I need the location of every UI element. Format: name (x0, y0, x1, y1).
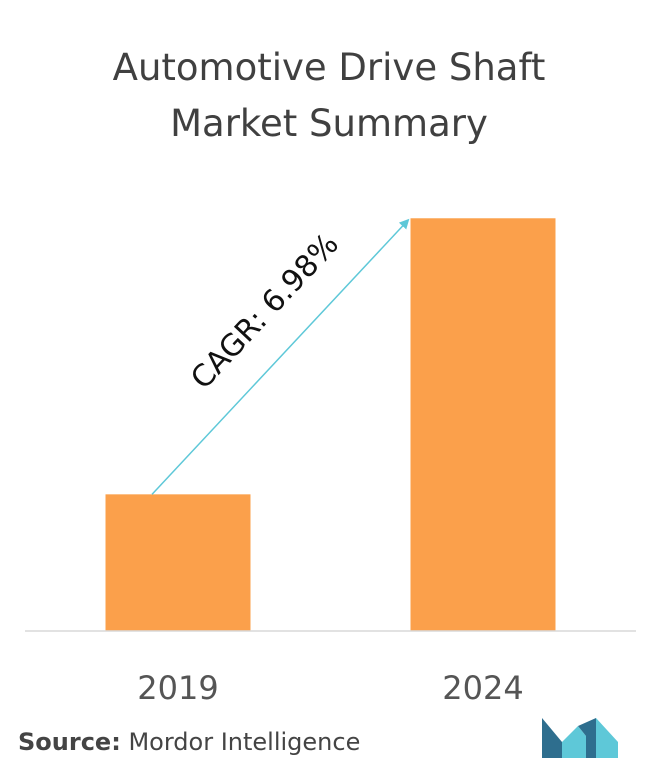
source-text: Mordor Intelligence (128, 728, 361, 756)
mordor-intelligence-logo (542, 718, 618, 758)
x-tick-label-2019: 2019 (137, 669, 218, 707)
bar-2019 (105, 494, 251, 631)
chart-title-line-1: Automotive Drive Shaft (112, 46, 546, 89)
chart-title-line-2: Market Summary (170, 102, 488, 145)
x-tick-label-2024: 2024 (442, 669, 523, 707)
source-label: Source: (18, 728, 121, 756)
cagr-label: CAGR: 6.98% (184, 227, 345, 396)
chart-title: Automotive Drive Shaft Market Summary (0, 40, 658, 152)
cagr-arrow (151, 218, 410, 495)
source-note: Source: Mordor Intelligence (18, 728, 360, 756)
bar-2024 (410, 218, 556, 631)
